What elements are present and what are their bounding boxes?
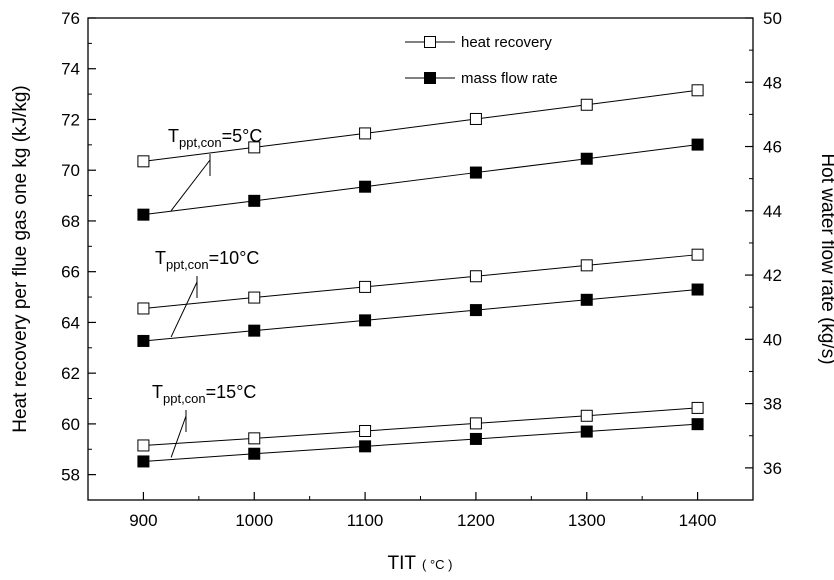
data-point-15-left — [137, 439, 150, 452]
y-axis-right-title: Hot water flow rate (kg/s) — [817, 153, 834, 364]
y-left-tick-label: 70 — [61, 161, 80, 180]
y-right-tick-label: 42 — [763, 266, 782, 285]
data-point-5-right — [691, 138, 704, 151]
x-axis-title-text: TIT — [388, 553, 417, 574]
data-point-15-left — [469, 417, 482, 430]
data-point-5-left — [469, 112, 482, 125]
data-point-10-right — [691, 283, 704, 296]
series-line-15-right — [143, 423, 698, 462]
y-right-tick-label: 46 — [763, 138, 782, 157]
data-point-10-left — [580, 259, 593, 272]
data-point-10-right — [359, 314, 372, 327]
data-point-5-left — [359, 127, 372, 140]
x-tick-label: 1200 — [457, 511, 495, 530]
x-axis-unit: ( °C ) — [422, 557, 452, 572]
y-right-tick-label: 38 — [763, 395, 782, 414]
legend-label: mass flow rate — [461, 70, 558, 87]
y-left-tick-label: 68 — [61, 212, 80, 231]
y-left-tick-label: 60 — [61, 415, 80, 434]
data-point-10-right — [137, 334, 150, 347]
annotation-suffix: =5°C — [222, 126, 263, 146]
annotation-leader-5 — [170, 159, 211, 211]
data-point-10-right — [469, 304, 482, 317]
annotation-subscript: ppt,con — [166, 257, 209, 272]
series-line-15-left — [143, 407, 698, 446]
y-right-tick-label: 48 — [763, 73, 782, 92]
annotation-prefix: T — [152, 382, 163, 402]
data-point-15-right — [359, 440, 372, 453]
data-point-5-left — [691, 84, 704, 97]
annotation-label-5: Tppt,con=5°C — [168, 126, 262, 150]
y-right-tick-label: 50 — [763, 9, 782, 28]
data-point-5-right — [137, 208, 150, 221]
y-left-tick-label: 62 — [61, 364, 80, 383]
data-point-5-left — [137, 155, 150, 168]
y-left-tick-label: 58 — [61, 466, 80, 485]
y-left-tick-label: 76 — [61, 9, 80, 28]
annotation-prefix: T — [155, 248, 166, 268]
data-point-15-left — [248, 432, 261, 445]
data-point-5-left — [580, 98, 593, 111]
data-point-10-left — [248, 291, 261, 304]
data-point-5-left — [248, 141, 261, 154]
y-left-tick-label: 64 — [61, 313, 80, 332]
data-point-15-left — [580, 409, 593, 422]
y-left-tick-label: 66 — [61, 263, 80, 282]
series-line-5-right — [143, 144, 698, 216]
x-tick-label: 1400 — [679, 511, 717, 530]
data-point-15-right — [580, 425, 593, 438]
y-right-tick-label: 40 — [763, 330, 782, 349]
annotation-label-15: Tppt,con=15°C — [152, 382, 256, 406]
data-point-5-right — [469, 166, 482, 179]
data-point-15-right — [469, 432, 482, 445]
annotation-leader-10 — [170, 281, 198, 338]
legend-label: heat recovery — [461, 34, 552, 51]
annotation-subscript: ppt,con — [163, 391, 206, 406]
annotation-label-10: Tppt,con=10°C — [155, 248, 259, 272]
legend-marker — [424, 36, 436, 48]
series-line-10-left — [143, 254, 698, 309]
data-point-10-right — [248, 324, 261, 337]
x-tick-label: 900 — [129, 511, 157, 530]
annotation-prefix: T — [168, 126, 179, 146]
data-point-15-right — [248, 447, 261, 460]
annotation-leader-15 — [170, 415, 187, 458]
data-point-15-left — [359, 424, 372, 437]
data-point-10-left — [691, 248, 704, 261]
y-left-tick-label: 72 — [61, 110, 80, 129]
data-point-15-left — [691, 401, 704, 414]
y-right-tick-label: 44 — [763, 202, 782, 221]
data-point-15-right — [691, 418, 704, 431]
legend-marker — [424, 72, 436, 84]
annotation-subscript: ppt,con — [179, 135, 222, 150]
x-axis-title: TIT ( °C ) — [388, 553, 453, 574]
data-point-10-right — [580, 293, 593, 306]
y-axis-left-title: Heat recovery per flue gas one kg (kJ/kg… — [10, 85, 31, 432]
data-point-5-right — [580, 152, 593, 165]
y-right-tick-label: 36 — [763, 459, 782, 478]
annotation-suffix: =10°C — [209, 248, 260, 268]
y-left-tick-label: 74 — [61, 60, 80, 79]
data-point-10-left — [137, 302, 150, 315]
data-point-10-left — [359, 280, 372, 293]
series-line-5-left — [143, 89, 698, 162]
data-point-5-right — [359, 180, 372, 193]
data-point-5-right — [248, 194, 261, 207]
data-point-15-right — [137, 455, 150, 468]
x-tick-label: 1100 — [347, 511, 384, 530]
annotation-suffix: =15°C — [206, 382, 257, 402]
x-tick-label: 1000 — [235, 511, 273, 530]
data-point-10-left — [469, 270, 482, 283]
x-tick-label: 1300 — [568, 511, 606, 530]
series-line-10-right — [143, 289, 698, 342]
